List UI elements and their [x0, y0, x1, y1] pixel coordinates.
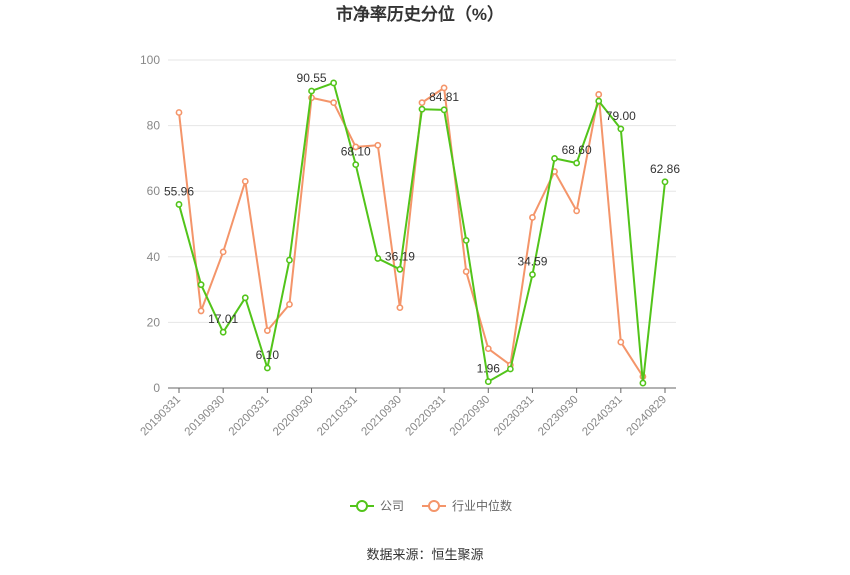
data-point — [219, 328, 227, 336]
data-label: 34.59 — [517, 255, 547, 269]
data-label: 84.81 — [429, 90, 459, 104]
data-point — [396, 265, 404, 273]
data-point — [286, 300, 293, 308]
y-tick-label: 100 — [140, 53, 160, 67]
legend-item[interactable]: 公司 — [350, 499, 404, 513]
data-point — [263, 327, 271, 334]
x-tick-label: 20200331 — [227, 394, 272, 439]
legend-label: 行业中位数 — [452, 498, 512, 513]
data-point — [573, 159, 581, 167]
x-tick-label: 20220331 — [404, 394, 449, 439]
data-point — [462, 236, 470, 244]
data-point — [175, 201, 183, 208]
x-tick-label: 20220930 — [448, 394, 493, 439]
data-point — [617, 338, 625, 346]
data-point — [286, 256, 293, 264]
data-label: 1.96 — [477, 362, 501, 376]
x-tick-label: 20230930 — [536, 394, 581, 439]
data-point — [529, 214, 536, 221]
data-label: 79.00 — [606, 109, 636, 123]
legend[interactable]: 公司 行业中位数 — [350, 498, 512, 513]
data-point — [241, 294, 249, 302]
data-point — [219, 248, 227, 256]
data-label: 6.10 — [256, 348, 280, 362]
x-tick-label: 20240331 — [580, 394, 625, 439]
x-tick-label: 20230331 — [492, 394, 537, 439]
chart-title: 市净率历史分位（%） — [336, 4, 504, 24]
data-point — [484, 378, 492, 385]
data-point — [418, 105, 426, 113]
data-label: 68.10 — [341, 145, 371, 159]
data-point — [330, 79, 338, 87]
legend-item[interactable]: 行业中位数 — [422, 498, 512, 513]
data-point — [440, 84, 448, 92]
data-label: 55.96 — [164, 184, 194, 198]
data-labels: 55.96 17.01 6.10 90.55 68.10 36.19 84.81 1.96 34… — [164, 71, 680, 376]
data-point — [374, 255, 382, 262]
data-point — [595, 97, 603, 105]
data-point — [440, 106, 448, 114]
data-point — [352, 161, 360, 169]
legend-label: 公司 — [380, 499, 404, 513]
data-point — [175, 109, 183, 116]
data-point — [661, 178, 669, 186]
data-point — [241, 177, 249, 185]
legend-marker — [428, 500, 440, 512]
series-line — [178, 86, 644, 378]
data-point — [396, 304, 404, 312]
data-point — [551, 154, 558, 162]
series — [175, 79, 669, 387]
data-point — [374, 141, 382, 149]
y-tick-label: 60 — [147, 184, 161, 198]
data-point — [352, 143, 360, 151]
data-label: 62.86 — [650, 162, 680, 176]
data-label: 90.55 — [297, 71, 327, 85]
data-point — [263, 364, 271, 372]
data-point — [308, 87, 315, 95]
data-label: 36.19 — [385, 249, 415, 263]
y-tick-label: 80 — [147, 119, 161, 133]
x-tick-label: 20240829 — [624, 394, 669, 439]
data-point — [484, 345, 492, 353]
data-point — [617, 125, 625, 133]
data-point — [197, 307, 205, 315]
x-tick-label: 20210331 — [315, 394, 360, 439]
data-label: 17.01 — [208, 312, 238, 326]
legend-marker — [356, 500, 368, 512]
data-point — [330, 99, 338, 107]
source-note: 数据来源：恒生聚源 — [366, 547, 483, 562]
data-point — [197, 281, 205, 289]
data-point — [529, 271, 536, 278]
data-label: 68.60 — [562, 143, 592, 157]
y-tick-label: 0 — [153, 381, 160, 395]
x-tick-label: 20190331 — [138, 394, 183, 439]
data-point — [595, 91, 603, 98]
x-tick-label: 20210930 — [359, 394, 404, 439]
data-point — [506, 365, 514, 373]
data-point — [639, 379, 647, 387]
y-tick-label: 40 — [147, 250, 161, 264]
grid — [168, 59, 676, 323]
data-point — [462, 268, 470, 275]
data-point — [573, 207, 581, 215]
data-point — [418, 99, 426, 107]
x-tick-label: 20190930 — [183, 394, 228, 439]
y-tick-label: 20 — [147, 315, 161, 329]
x-tick-label: 20200930 — [271, 394, 316, 439]
